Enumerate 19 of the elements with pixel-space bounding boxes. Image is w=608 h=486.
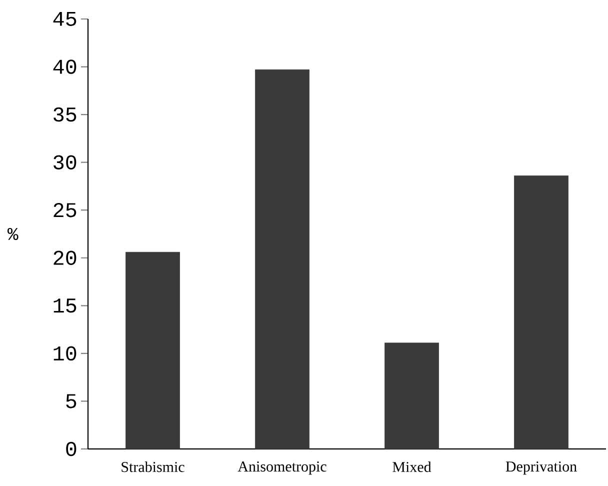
y-tick-label: 0 bbox=[66, 442, 76, 456]
y-tick-label: 25 bbox=[54, 202, 76, 218]
bar bbox=[126, 252, 180, 450]
y-axis-title: % bbox=[7, 228, 18, 240]
y-tick-label: 15 bbox=[54, 298, 76, 313]
y-tick-label: 45 bbox=[53, 12, 76, 26]
x-tick-label: Mixed bbox=[392, 462, 432, 472]
bar bbox=[255, 69, 310, 450]
x-tick-label: Deprivation bbox=[506, 462, 577, 475]
y-tick-label: 40 bbox=[53, 60, 76, 74]
bar bbox=[384, 342, 439, 450]
bar bbox=[514, 176, 568, 450]
y-tick-label: 10 bbox=[54, 346, 76, 361]
x-tick-label: Anisometropic bbox=[238, 462, 326, 475]
y-tick-label: 5 bbox=[66, 394, 76, 408]
y-tick-label: 20 bbox=[54, 250, 76, 266]
x-tick-label: Strabismic bbox=[122, 462, 184, 472]
y-tick-label: 35 bbox=[54, 107, 76, 122]
y-tick-label: 30 bbox=[54, 155, 76, 170]
